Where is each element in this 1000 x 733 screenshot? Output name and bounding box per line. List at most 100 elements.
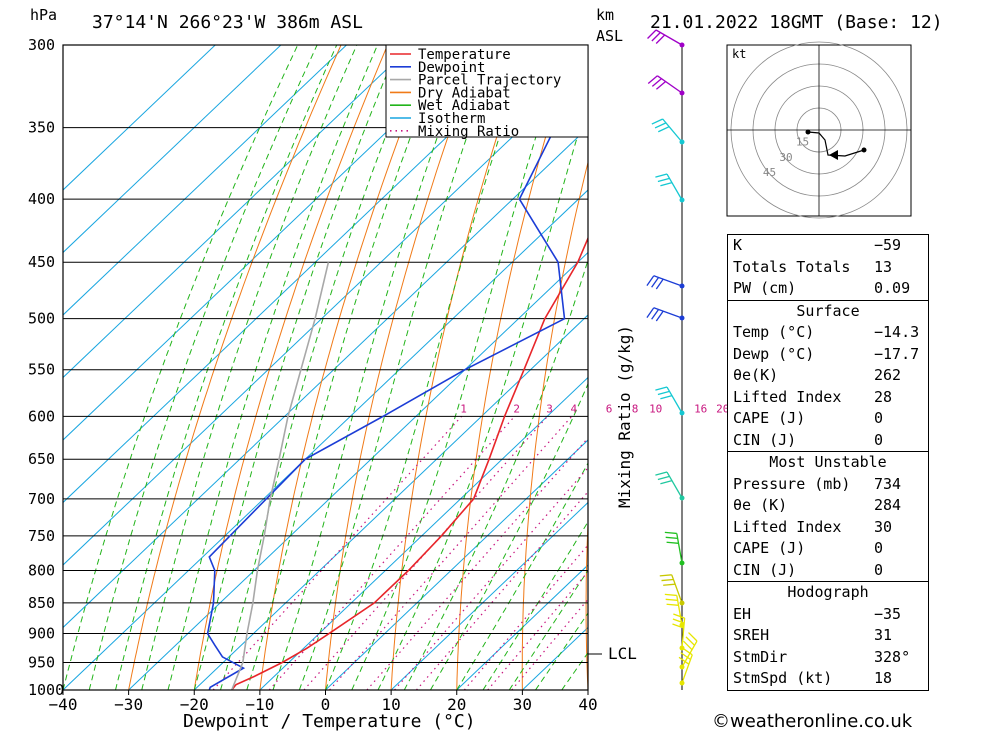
wind-barb-flag bbox=[660, 480, 673, 485]
pressure-tick-label: 750 bbox=[28, 527, 55, 545]
location-label: 37°14'N 266°23'W 386m ASL bbox=[92, 12, 363, 33]
wind-barb-flag bbox=[661, 578, 674, 582]
wind-barb-flag bbox=[664, 531, 677, 535]
wind-barb-flag bbox=[655, 386, 668, 391]
panel-unstable-label: Pressure (mb) bbox=[733, 474, 851, 493]
panel-indices-value: 0.09 bbox=[874, 279, 911, 297]
wet-adiabat-line bbox=[220, 45, 422, 690]
mixing-ratio-label: 8 bbox=[632, 402, 639, 415]
panel-surface-label: Temp (°C) bbox=[733, 323, 815, 341]
temperature-tick-label: 40 bbox=[578, 695, 597, 714]
wet-adiabat-line bbox=[430, 382, 588, 690]
wind-level-dot bbox=[679, 139, 685, 145]
mixing-ratio-label: 16 bbox=[694, 402, 707, 415]
panel-unstable-value: 30 bbox=[874, 517, 893, 536]
legend-frame bbox=[385, 44, 589, 138]
mixing-ratio-label: 20 bbox=[716, 402, 729, 415]
wind-level-dot bbox=[679, 197, 685, 203]
wet-adiabat-line bbox=[88, 45, 318, 690]
mixing-ratio-line bbox=[212, 415, 463, 690]
panel-surface-row: Lifted Index 28 bbox=[728, 387, 928, 409]
wind-level-dot bbox=[679, 560, 685, 566]
indices-panel: K −59 Totals Totals 13 PW (cm) 0.09 Surface T… bbox=[727, 234, 929, 691]
legend-label: Dry Adiabat bbox=[418, 85, 511, 101]
panel-unstable-value: 0 bbox=[874, 539, 884, 557]
wind-barb-flag bbox=[651, 118, 663, 125]
wind-level-dot bbox=[679, 410, 685, 416]
panel-surface-value: 0 bbox=[874, 409, 884, 427]
asl-label: ASL bbox=[596, 27, 623, 45]
hodograph-ring-label: 30 bbox=[779, 151, 792, 164]
wet-adiabat-line bbox=[403, 258, 588, 690]
wind-barb-flag bbox=[665, 598, 678, 602]
wind-barb-flag bbox=[688, 632, 698, 642]
pressure-tick-label: 350 bbox=[28, 119, 55, 137]
panel-indices-label: K bbox=[733, 236, 743, 254]
surface-title: Surface bbox=[796, 301, 860, 320]
legend-label: Wet Adiabat bbox=[418, 98, 511, 114]
pressure-tick-label: 600 bbox=[28, 407, 55, 425]
wind-barb-flag bbox=[656, 81, 667, 90]
wind-barb-flag bbox=[657, 126, 670, 133]
mixing-ratio-label: 2 bbox=[513, 402, 520, 415]
mixing-ratio-label: 1 bbox=[460, 402, 467, 415]
panel-hodo-label: EH bbox=[733, 604, 752, 623]
temperature-tick-label: 0 bbox=[321, 695, 331, 714]
wind-level-dot bbox=[679, 495, 685, 501]
wind-barb-flag bbox=[654, 122, 667, 129]
wind-barb-flag bbox=[646, 307, 655, 318]
axis-labels: 3003504004505005506006507007508008509009… bbox=[28, 36, 752, 714]
panel-indices-row: Totals Totals 13 bbox=[728, 257, 928, 279]
credit-text: ©weatheronline.co.uk bbox=[712, 711, 913, 732]
panel-surface-label: θe(K) bbox=[733, 366, 779, 384]
wind-barb bbox=[681, 654, 693, 684]
legend-label: Dewpoint bbox=[418, 60, 485, 76]
wind-barb-flag bbox=[683, 640, 693, 651]
temperature-curve bbox=[231, 236, 588, 690]
panel-unstable-value: 0 bbox=[874, 560, 884, 579]
isotherm-line bbox=[390, 501, 588, 690]
dry-adiabat-line bbox=[983, 45, 1000, 690]
panel-hodo-row: StmSpd (kt) 18 bbox=[728, 668, 928, 690]
wet-adiabat-line bbox=[167, 45, 378, 690]
panel-surface-row: Temp (°C) −14.3 bbox=[728, 322, 928, 344]
panel-surface-row: CAPE (J) 0 bbox=[728, 408, 928, 430]
panel-hodo-label: SREH bbox=[733, 626, 770, 644]
wind-level-dot bbox=[679, 645, 685, 651]
panel-surface-row: θe(K) 262 bbox=[728, 365, 928, 387]
panel-unstable-value: 284 bbox=[874, 496, 902, 514]
hodograph-point bbox=[861, 147, 867, 153]
isotherm-line bbox=[63, 45, 479, 441]
wind-barb-flag bbox=[655, 173, 668, 178]
panel-surface-value: −14.3 bbox=[874, 323, 920, 341]
panel-hodo-row: EH −35 bbox=[728, 604, 928, 626]
wind-level-dot bbox=[679, 42, 685, 48]
isotherm-line bbox=[63, 189, 588, 690]
wind-barb-flag bbox=[660, 182, 673, 187]
pressure-tick-label: 850 bbox=[28, 594, 55, 612]
dry-adiabat-line bbox=[456, 45, 575, 690]
pressure-tick-label: 650 bbox=[28, 450, 55, 468]
temperature-tick-label: 20 bbox=[447, 695, 466, 714]
wind-barb-flag bbox=[657, 475, 670, 481]
panel-unstable-row: Lifted Index 30 bbox=[728, 517, 928, 539]
panel-surface-label: CAPE (J) bbox=[733, 409, 806, 427]
temperature-tick-label: −10 bbox=[245, 695, 274, 714]
wind-level-dot bbox=[679, 664, 685, 670]
isotherm-line bbox=[63, 45, 216, 191]
panel-unstable-label: Lifted Index bbox=[733, 517, 842, 536]
panel-surface-label: Lifted Index bbox=[733, 387, 842, 406]
hpa-unit-label: hPa bbox=[30, 6, 57, 24]
wind-barb-flag bbox=[657, 390, 670, 396]
wind-level-dot bbox=[679, 622, 685, 628]
panel-surface-row: CIN (J) 0 bbox=[728, 430, 928, 452]
isotherm-line bbox=[63, 45, 544, 504]
wind-barb-flag bbox=[651, 309, 660, 320]
isotherm-line bbox=[63, 45, 347, 316]
km-label: km bbox=[596, 6, 614, 24]
dry-adiabat-line bbox=[193, 45, 388, 690]
parcel-trajectory-curve bbox=[230, 262, 330, 690]
wind-barb-flag bbox=[655, 471, 668, 476]
